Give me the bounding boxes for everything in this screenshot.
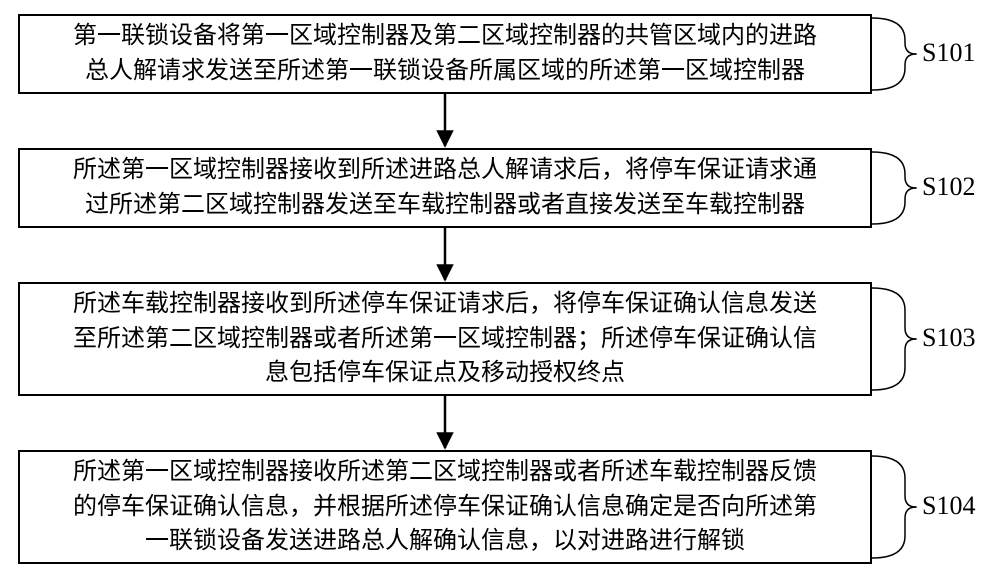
flow-node-n4: 所述第一区域控制器接收所述第二区域控制器或者所述车载控制器反馈 的停车保证确认信… xyxy=(18,450,872,564)
flow-node-n3: 所述车载控制器接收到所述停车保证请求后，将停车保证确认信息发送 至所述第二区域控… xyxy=(18,282,872,396)
flow-node-text: 所述第一区域控制器接收到所述进路总人解请求后，将停车保证请求通 过所述第二区域控… xyxy=(73,153,817,223)
step-label-s103: S103 xyxy=(922,323,975,353)
step-label-s101: S101 xyxy=(922,38,975,68)
flow-node-n1: 第一联锁设备将第一区域控制器及第二区域控制器的共管区域内的进路 总人解请求发送至… xyxy=(18,14,872,94)
step-label-s102: S102 xyxy=(922,172,975,202)
flowchart-canvas: 第一联锁设备将第一区域控制器及第二区域控制器的共管区域内的进路 总人解请求发送至… xyxy=(0,0,1000,584)
flow-node-text: 所述第一区域控制器接收所述第二区域控制器或者所述车载控制器反馈 的停车保证确认信… xyxy=(73,455,817,559)
step-label-s104: S104 xyxy=(922,491,975,521)
flow-node-text: 第一联锁设备将第一区域控制器及第二区域控制器的共管区域内的进路 总人解请求发送至… xyxy=(73,19,817,89)
flow-node-text: 所述车载控制器接收到所述停车保证请求后，将停车保证确认信息发送 至所述第二区域控… xyxy=(73,287,817,391)
flow-node-n2: 所述第一区域控制器接收到所述进路总人解请求后，将停车保证请求通 过所述第二区域控… xyxy=(18,148,872,228)
